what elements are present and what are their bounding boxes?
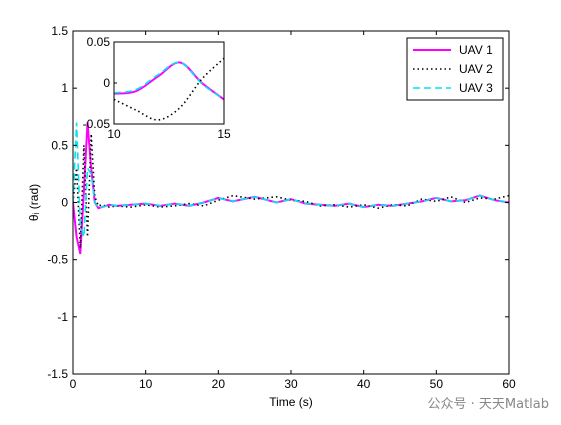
y-axis-label: θᵢ (rad) xyxy=(27,184,41,221)
y-tick-label: 1 xyxy=(61,81,68,95)
y-tick-label: 0 xyxy=(61,196,68,210)
y-tick-label: 1.5 xyxy=(51,24,68,38)
inset-y-tick-label: -0.05 xyxy=(83,117,111,131)
series-line-2 xyxy=(73,133,509,249)
x-axis-label: Time (s) xyxy=(269,395,313,409)
inset-y-tick-label: 0.05 xyxy=(87,35,111,49)
y-tick-label: -1 xyxy=(57,310,68,324)
inset-plot-area xyxy=(114,42,224,124)
inset-series-line-1 xyxy=(114,61,224,101)
x-tick-label: 50 xyxy=(430,377,444,391)
x-tick-label: 30 xyxy=(284,377,298,391)
y-tick-label: -0.5 xyxy=(47,253,68,267)
inset-x-tick-label: 15 xyxy=(217,127,231,141)
inset-series-group xyxy=(114,57,224,121)
x-tick-label: 60 xyxy=(502,377,516,391)
inset-y-tick-label: 0 xyxy=(103,76,110,90)
series-line-3 xyxy=(73,122,509,238)
legend-label-1: UAV 1 xyxy=(459,43,493,57)
legend-label-3: UAV 3 xyxy=(459,81,493,95)
y-tick-label: -1.5 xyxy=(47,367,68,381)
x-tick-label: 40 xyxy=(357,377,371,391)
y-tick-label: 0.5 xyxy=(51,138,68,152)
x-tick-label: 10 xyxy=(139,377,153,391)
legend-label-2: UAV 2 xyxy=(459,62,493,76)
inset-x-tick-label: 10 xyxy=(107,127,121,141)
series-group xyxy=(73,122,509,255)
x-tick-label: 0 xyxy=(70,377,77,391)
inset-series-line-2 xyxy=(114,57,224,121)
watermark: 公众号 · 天天Matlab xyxy=(427,397,549,412)
x-tick-label: 20 xyxy=(212,377,226,391)
